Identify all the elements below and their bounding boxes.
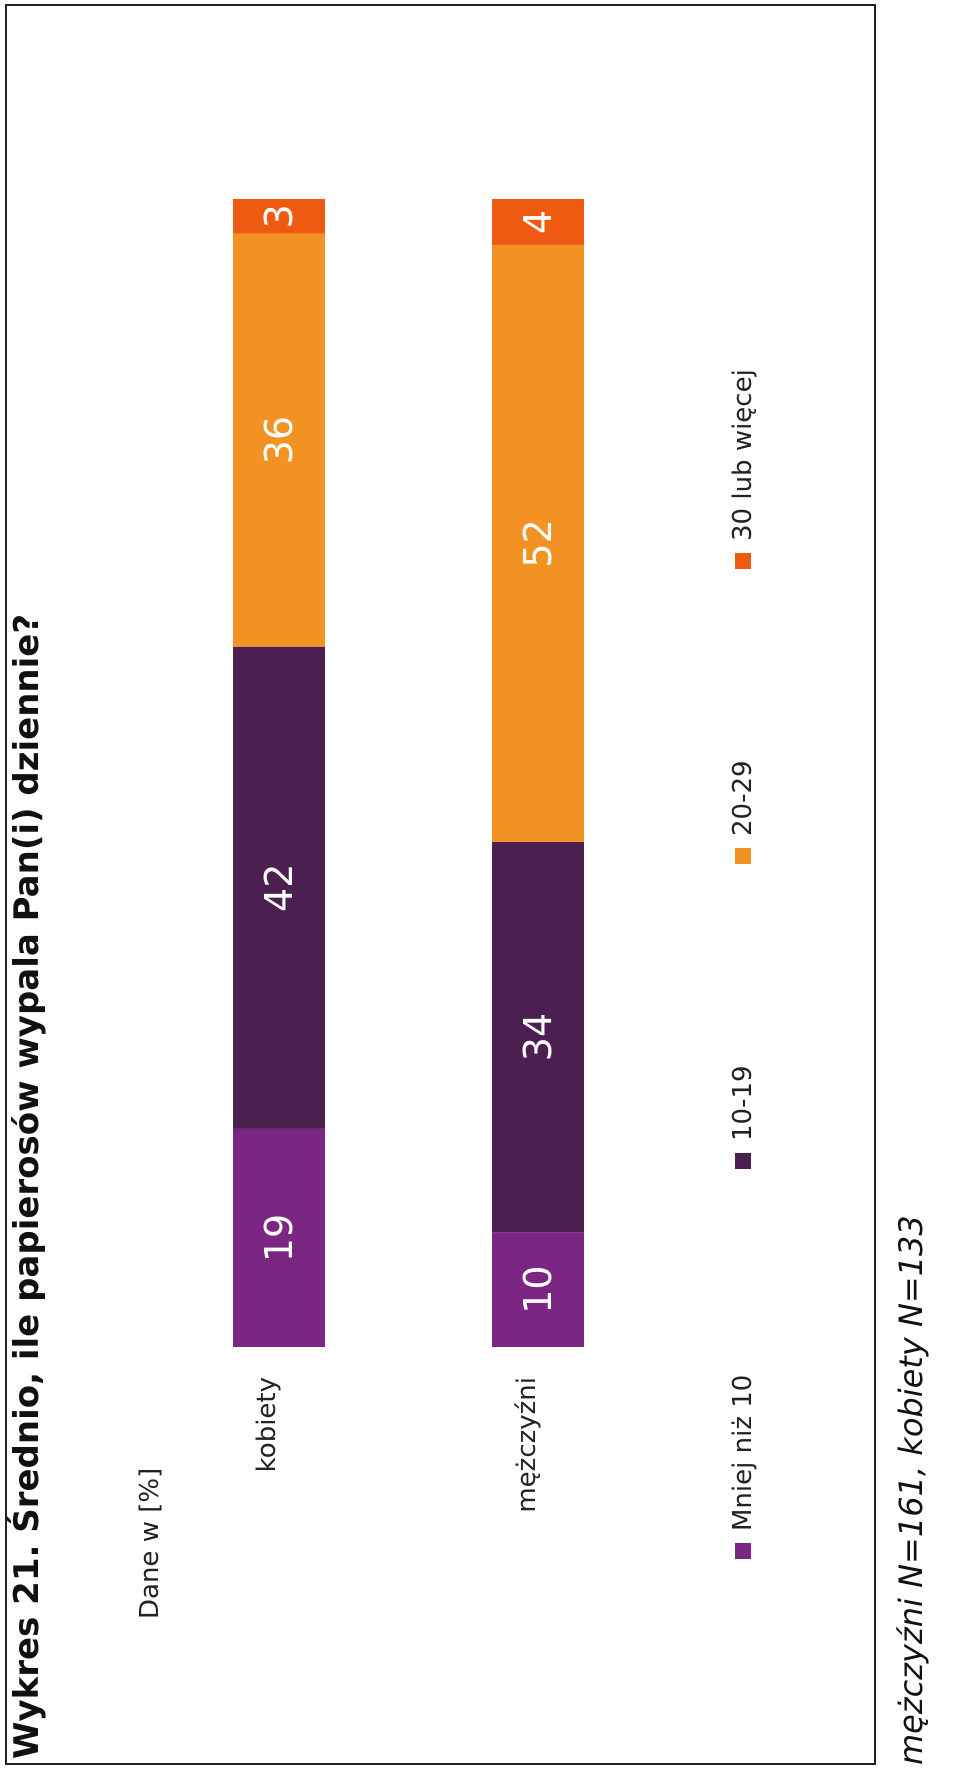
legend-item: 10-19	[728, 1065, 758, 1169]
bar-segment	[233, 198, 325, 234]
legend-item: 30 lub więcej	[728, 369, 758, 569]
bar-value-label: 52	[516, 519, 560, 567]
legend-label: Mniej niż 10	[728, 1374, 758, 1531]
bar-segment	[233, 233, 325, 647]
bar-value-label: 3	[257, 204, 301, 228]
legend-swatch	[735, 553, 751, 569]
legend-swatch	[735, 1543, 751, 1559]
bar-value-label: 42	[257, 864, 301, 912]
bar-segment	[233, 646, 325, 1129]
bar-segment	[492, 199, 584, 245]
legend-label: 10-19	[728, 1065, 758, 1141]
bar-value-label: 10	[516, 1265, 560, 1313]
bar-segment	[492, 841, 584, 1233]
bar-value-label: 36	[257, 416, 301, 464]
legend-item: 20-29	[728, 760, 758, 864]
bar-segment	[492, 1232, 584, 1347]
bar-segment	[492, 244, 584, 842]
legend-item: Mniej niż 10	[728, 1375, 758, 1559]
legend-label: 20-29	[728, 760, 758, 836]
legend-swatch	[735, 1153, 751, 1169]
legend-label: 30 lub więcej	[728, 369, 758, 541]
legend-swatch	[735, 848, 751, 864]
footnote: mężczyźni N=161, kobiety N=133	[892, 1215, 930, 1765]
bar-value-label: 19	[257, 1214, 301, 1262]
bar-segment	[233, 1128, 325, 1347]
legend: Mniej niż 10 10-19 20-29 30 lub więcej	[728, 259, 768, 1559]
bar-value-label: 34	[516, 1013, 560, 1061]
bar-value-label: 4	[516, 210, 560, 234]
